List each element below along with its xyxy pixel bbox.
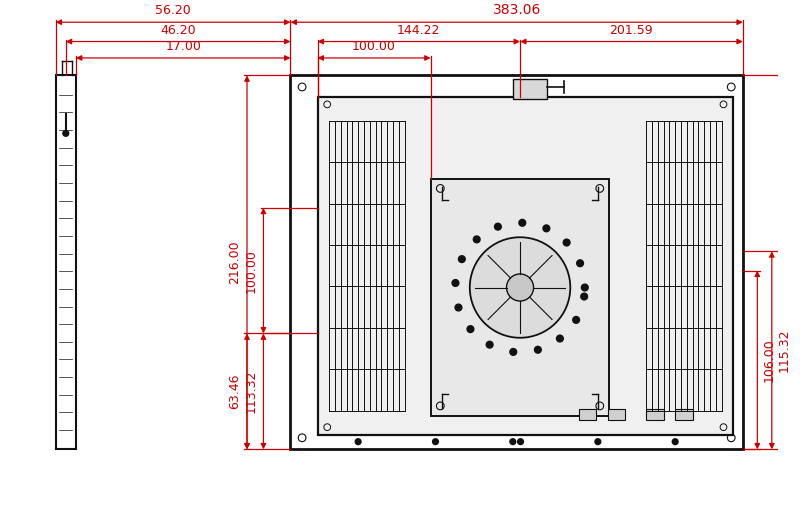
- Circle shape: [433, 439, 438, 444]
- Text: 201.59: 201.59: [610, 24, 654, 37]
- FancyBboxPatch shape: [290, 75, 743, 450]
- Text: 216.00: 216.00: [228, 241, 242, 284]
- Circle shape: [486, 341, 493, 348]
- FancyBboxPatch shape: [646, 409, 663, 420]
- Circle shape: [534, 347, 542, 353]
- Circle shape: [474, 236, 480, 243]
- Circle shape: [355, 439, 361, 444]
- Circle shape: [458, 256, 466, 263]
- Text: 106.00: 106.00: [763, 338, 776, 382]
- FancyBboxPatch shape: [318, 97, 733, 435]
- Text: 63.46: 63.46: [228, 374, 242, 409]
- Text: 100.00: 100.00: [245, 249, 258, 293]
- Text: 17.00: 17.00: [166, 40, 201, 53]
- Circle shape: [563, 239, 570, 246]
- Circle shape: [510, 439, 516, 444]
- Circle shape: [63, 130, 69, 136]
- Circle shape: [577, 260, 583, 267]
- Circle shape: [510, 349, 517, 355]
- Circle shape: [582, 284, 588, 291]
- Text: 100.00: 100.00: [352, 40, 396, 53]
- FancyBboxPatch shape: [56, 75, 76, 450]
- FancyBboxPatch shape: [578, 409, 596, 420]
- Circle shape: [452, 280, 459, 286]
- Text: 46.20: 46.20: [160, 24, 196, 37]
- FancyBboxPatch shape: [607, 409, 625, 420]
- Circle shape: [595, 439, 601, 444]
- Text: 113.32: 113.32: [245, 370, 258, 413]
- Text: 144.22: 144.22: [397, 24, 441, 37]
- Circle shape: [672, 439, 678, 444]
- FancyBboxPatch shape: [430, 179, 610, 416]
- Text: 115.32: 115.32: [778, 329, 790, 372]
- Text: 383.06: 383.06: [493, 4, 541, 18]
- Circle shape: [455, 304, 462, 311]
- Circle shape: [506, 274, 534, 301]
- Circle shape: [518, 439, 523, 444]
- Circle shape: [467, 326, 474, 333]
- FancyBboxPatch shape: [513, 79, 546, 98]
- Circle shape: [581, 293, 587, 300]
- Circle shape: [557, 335, 563, 342]
- Circle shape: [470, 237, 570, 338]
- FancyBboxPatch shape: [675, 409, 693, 420]
- Text: 56.20: 56.20: [155, 4, 191, 18]
- Circle shape: [543, 225, 550, 232]
- Circle shape: [573, 317, 579, 323]
- Circle shape: [494, 224, 502, 230]
- Circle shape: [519, 219, 526, 226]
